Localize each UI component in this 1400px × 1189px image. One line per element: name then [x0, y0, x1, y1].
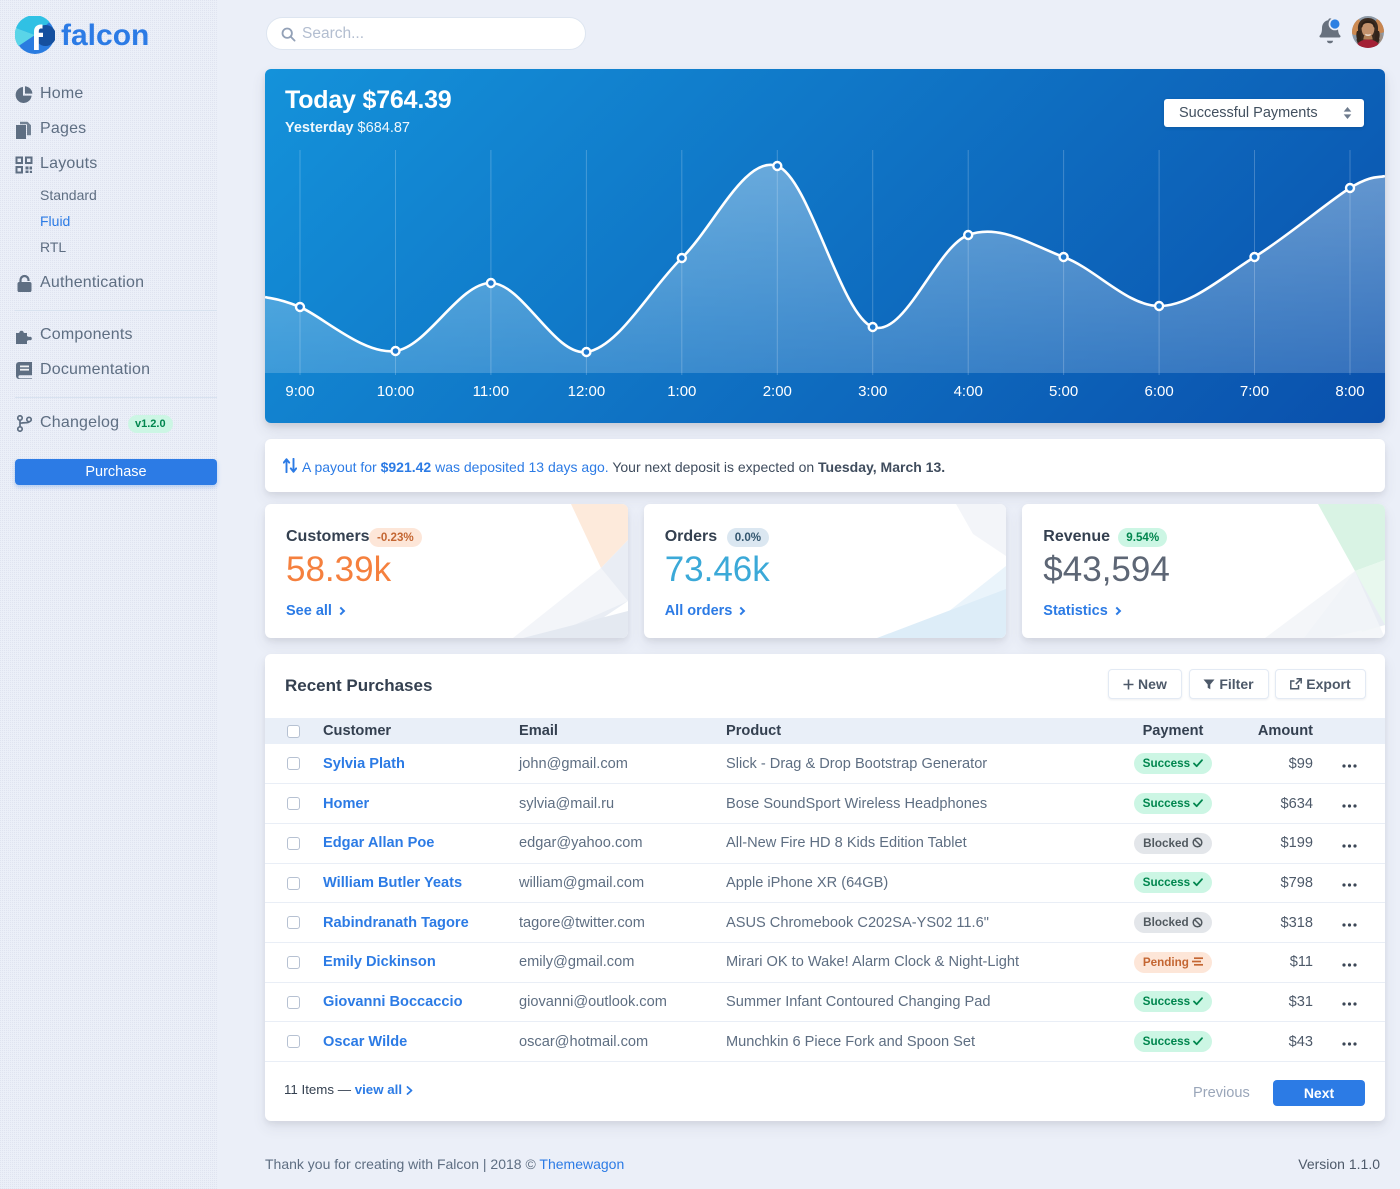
svg-text:1:00: 1:00 [667, 383, 696, 400]
svg-text:3:00: 3:00 [858, 383, 887, 400]
svg-text:5:00: 5:00 [1049, 383, 1078, 400]
svg-text:8:00: 8:00 [1335, 383, 1364, 400]
svg-text:6:00: 6:00 [1144, 383, 1173, 400]
svg-text:7:00: 7:00 [1240, 383, 1269, 400]
svg-text:2:00: 2:00 [763, 383, 792, 400]
svg-text:11:00: 11:00 [473, 383, 509, 400]
svg-text:4:00: 4:00 [954, 383, 983, 400]
svg-text:10:00: 10:00 [377, 383, 415, 400]
svg-text:9:00: 9:00 [285, 383, 314, 400]
svg-text:12:00: 12:00 [568, 383, 606, 400]
